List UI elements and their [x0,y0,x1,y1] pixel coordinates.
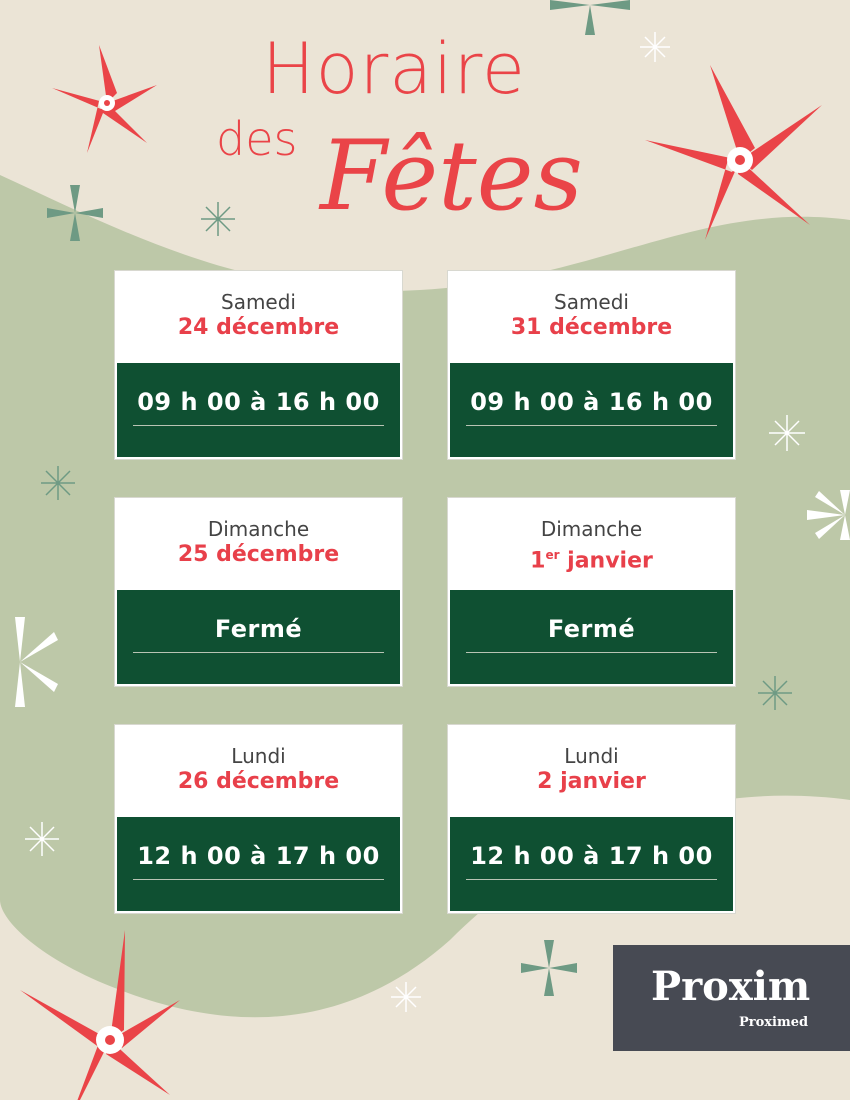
hours-label: 12 h 00 à 17 h 00 [137,842,380,870]
date-number: 1 [530,548,546,574]
proxim-logo: Proxim Proximed [613,945,850,1051]
schedule-card: Lundi 2 janvier 12 h 00 à 17 h 00 [448,725,735,913]
divider [133,879,384,880]
day-label: Samedi [221,290,296,314]
snowflake-icon [15,617,58,707]
schedule-card: Lundi 26 décembre 12 h 00 à 17 h 00 [115,725,402,913]
poinsettia-icon [52,45,157,153]
day-label: Lundi [231,744,286,768]
day-label: Lundi [564,744,619,768]
hours-label: 09 h 00 à 16 h 00 [470,388,713,416]
date-label: 26 décembre [177,769,340,794]
title-des: des [216,112,298,166]
divider [133,425,384,426]
day-label: Dimanche [540,517,643,541]
leaf-star-icon [47,185,103,241]
schedule-card: Samedi 24 décembre 09 h 00 à 16 h 00 [115,271,402,459]
hours-label: Fermé [214,615,303,643]
date-label: 1er janvier [450,541,733,575]
divider [133,652,384,653]
logo-sub: Proximed [739,1015,809,1030]
divider [466,425,717,426]
leaf-star-icon [550,0,630,35]
divider [466,879,717,880]
sparkle-icons [25,32,805,1012]
divider [466,652,717,653]
date-month: janvier [559,548,653,574]
schedule-card: Dimanche 25 décembre Fermé [115,498,402,686]
title-fetes: Fêtes [320,120,583,232]
day-label: Samedi [554,290,629,314]
hours-label: 09 h 00 à 16 h 00 [137,388,380,416]
hours-label: 12 h 00 à 17 h 00 [470,842,713,870]
date-label: 31 décembre [510,315,673,340]
poinsettia-icon [645,65,822,240]
logo-brand: Proxim [651,963,811,1010]
date-label: 2 janvier [537,769,646,794]
date-label: 24 décembre [177,315,340,340]
date-ordinal: er [545,548,560,562]
date-label: 25 décembre [177,542,340,567]
schedule-card: Samedi 31 décembre 09 h 00 à 16 h 00 [448,271,735,459]
leaf-star-icon [521,940,577,996]
snowflake-icon [807,490,850,540]
poinsettia-icon [20,930,180,1100]
day-label: Dimanche [207,517,310,541]
hours-label: Fermé [547,615,636,643]
title-horaire: Horaire [262,28,526,110]
schedule-card: Dimanche 1er janvier Fermé [448,498,735,686]
